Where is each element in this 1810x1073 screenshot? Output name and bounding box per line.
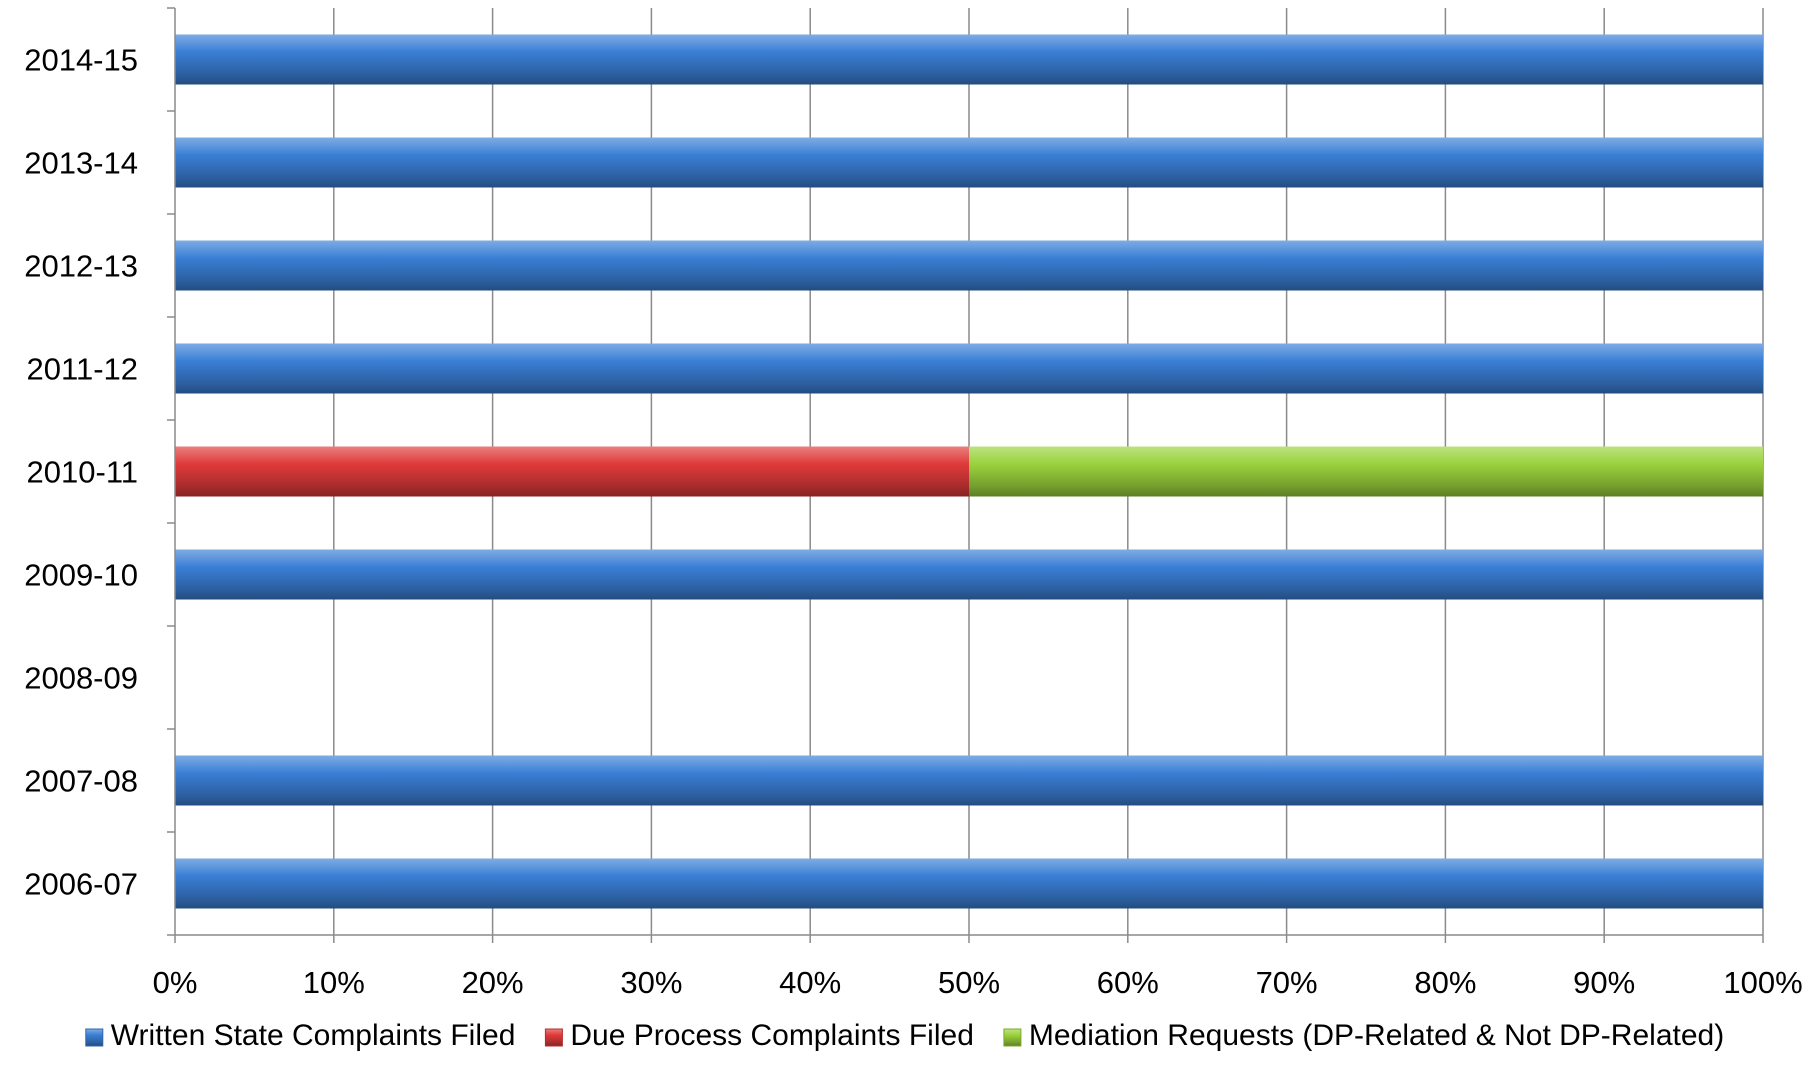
bar-written-state-complaints-filed-2009-10 [175, 549, 1763, 600]
x-tick-label: 30% [620, 965, 682, 1000]
category-label: 2013-14 [24, 146, 138, 181]
x-tick-label: 0% [153, 965, 198, 1000]
legend-label: Written State Complaints Filed [111, 1019, 516, 1052]
category-label: 2007-08 [24, 764, 138, 799]
bar-due-process-complaints-filed-2010-11 [175, 446, 969, 497]
x-tick-label: 50% [938, 965, 1000, 1000]
category-label: 2010-11 [27, 455, 138, 490]
x-tick-label: 40% [779, 965, 841, 1000]
legend-swatch [1003, 1028, 1022, 1047]
bar-written-state-complaints-filed-2014-15 [175, 34, 1763, 85]
x-tick-label: 90% [1573, 965, 1635, 1000]
bar-mediation-requests-dp-related-not-dp-related-2010-11 [969, 446, 1763, 497]
bar-written-state-complaints-filed-2007-08 [175, 755, 1763, 806]
category-label: 2011-12 [27, 352, 138, 387]
category-label: 2009-10 [24, 558, 138, 593]
axes: 0% 10% 20% 30% 40% 50% 60% 70% 80% 90% 100% 2014-15… [24, 7, 1803, 1000]
bars [175, 34, 1763, 909]
category-label: 2012-13 [24, 249, 138, 284]
x-tick-label: 60% [1097, 965, 1159, 1000]
legend-item-written-state-complaints-filed: Written State Complaints Filed [85, 1019, 516, 1052]
legend-item-due-process-complaints-filed: Due Process Complaints Filed [544, 1019, 974, 1052]
legend-label: Due Process Complaints Filed [570, 1019, 974, 1052]
legend-label: Mediation Requests (DP-Related & Not DP-… [1029, 1019, 1724, 1052]
legend: Written State Complaints Filed Due Proces… [85, 1019, 1724, 1052]
x-tick-label: 70% [1256, 965, 1318, 1000]
x-tick-label: 10% [303, 965, 365, 1000]
x-tick-label: 20% [462, 965, 524, 1000]
bar-written-state-complaints-filed-2012-13 [175, 240, 1763, 291]
bar-written-state-complaints-filed-2013-14 [175, 137, 1763, 188]
bar-written-state-complaints-filed-2006-07 [175, 858, 1763, 909]
legend-item-mediation-requests-dp-related-not-dp-related: Mediation Requests (DP-Related & Not DP-… [1003, 1019, 1724, 1052]
x-tick-label: 100% [1723, 965, 1802, 1000]
x-tick-label: 80% [1414, 965, 1476, 1000]
category-label: 2006-07 [24, 867, 138, 902]
legend-swatch [544, 1028, 563, 1047]
bar-written-state-complaints-filed-2011-12 [175, 343, 1763, 394]
legend-swatch [85, 1028, 104, 1047]
category-label: 2008-09 [24, 661, 138, 696]
category-label: 2014-15 [24, 43, 138, 78]
